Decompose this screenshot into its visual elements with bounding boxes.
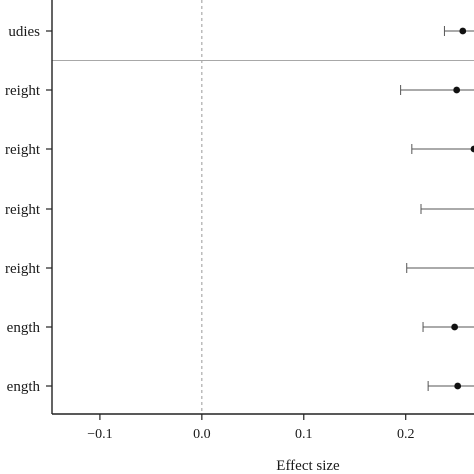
y-tick-label: reight [5,261,41,277]
y-tick-label: ength [7,320,41,336]
x-tick-label: −0.1 [87,427,112,442]
point-estimate [454,382,462,390]
y-tick-label: udies [8,24,40,40]
x-tick-label: 0.1 [295,427,313,442]
point-estimate [453,86,461,94]
point-estimate [459,27,467,35]
x-tick-label: 0.0 [193,427,211,442]
x-axis-label: Effect size [276,458,340,474]
y-tick-label: reight [5,202,41,218]
plot-layer: udies reight reight reight reight ength ength −… [5,0,474,442]
y-tick-label: reight [5,83,41,99]
x-tick-label: 0.2 [397,427,415,442]
point-estimate [451,323,459,331]
y-tick-label: ength [7,379,41,395]
y-tick-label: reight [5,142,41,158]
point-estimate [470,145,474,153]
